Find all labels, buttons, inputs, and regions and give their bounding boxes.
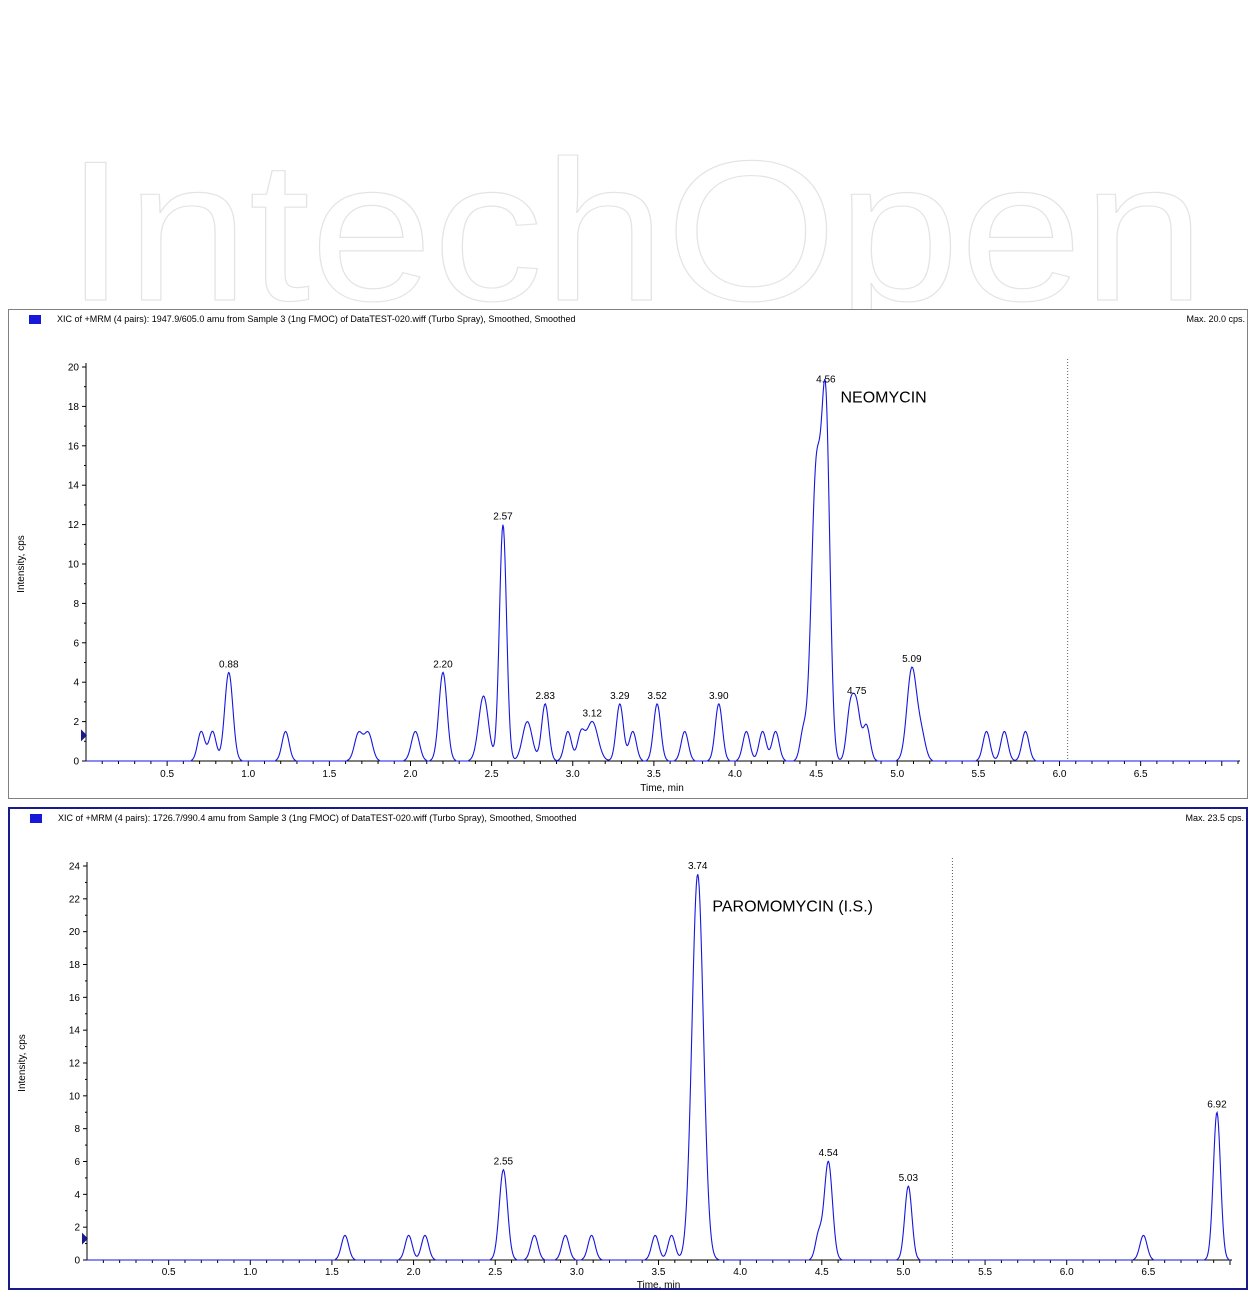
peak-label: 3.90 xyxy=(709,691,729,702)
peak-label: 0.88 xyxy=(219,659,239,670)
x-tick-label: 0.5 xyxy=(162,1267,176,1278)
compound-label: PAROMOMYCIN (I.S.) xyxy=(712,898,873,915)
x-tick-label: 5.5 xyxy=(978,1267,992,1278)
x-tick-label: 4.0 xyxy=(733,1267,747,1278)
panel-header: XIC of +MRM (4 pairs): 1726.7/990.4 amu … xyxy=(10,809,1246,827)
watermark-text: IntechOpen xyxy=(65,150,1205,320)
y-tick-label: 20 xyxy=(69,927,81,938)
x-tick-label: 1.5 xyxy=(325,1267,339,1278)
x-tick-label: 5.0 xyxy=(890,769,904,780)
peak-label: 4.75 xyxy=(847,686,867,697)
peak-label: 3.52 xyxy=(647,691,667,702)
x-tick-label: 0.5 xyxy=(160,769,174,780)
peak-label: 6.92 xyxy=(1207,1099,1227,1110)
chromatogram-trace xyxy=(87,874,1230,1261)
peak-label: 2.55 xyxy=(494,1157,514,1168)
y-tick-label: 22 xyxy=(69,894,81,905)
panel-title: XIC of +MRM (4 pairs): 1947.9/605.0 amu … xyxy=(57,314,576,324)
x-tick-label: 3.0 xyxy=(566,769,580,780)
peak-label: 2.83 xyxy=(535,691,555,702)
peak-label: 3.29 xyxy=(610,691,630,702)
x-tick-label: 4.0 xyxy=(728,769,742,780)
trace-legend-swatch xyxy=(29,315,41,324)
x-tick-label: 5.5 xyxy=(971,769,985,780)
peak-label: 4.54 xyxy=(819,1148,839,1159)
y-axis-title: Intensity, cps xyxy=(16,535,27,593)
y-tick-label: 20 xyxy=(68,363,80,374)
baseline-marker xyxy=(81,729,87,742)
x-tick-label: 6.5 xyxy=(1141,1267,1155,1278)
y-tick-label: 10 xyxy=(68,560,80,571)
y-tick-label: 6 xyxy=(73,638,79,649)
intechopen-watermark: IntechOpen xyxy=(64,150,1205,320)
y-tick-label: 8 xyxy=(73,599,79,610)
chromatogram-panel-neomycin[interactable]: XIC of +MRM (4 pairs): 1947.9/605.0 amu … xyxy=(8,309,1248,799)
max-intensity-label: Max. 20.0 cps. xyxy=(1186,314,1245,324)
x-tick-label: 1.0 xyxy=(243,1267,257,1278)
x-tick-label: 2.5 xyxy=(488,1267,502,1278)
peak-label: 4.56 xyxy=(816,374,836,385)
y-tick-label: 12 xyxy=(68,520,80,531)
x-tick-label: 3.5 xyxy=(652,1267,666,1278)
x-tick-label: 1.0 xyxy=(241,769,255,780)
x-tick-label: 2.0 xyxy=(407,1267,421,1278)
y-tick-label: 18 xyxy=(69,960,81,971)
peak-label: 5.09 xyxy=(902,654,922,665)
peak-label: 3.74 xyxy=(688,861,708,872)
y-tick-label: 2 xyxy=(73,717,79,728)
chromatogram-plot-neomycin[interactable]: 0 2 4 6 8 10 12 14 16 18 20 0.5 1.0 1.5 2.0 2.5 3.0 3.5 4.… xyxy=(9,310,1247,798)
x-axis-title: Time, min xyxy=(637,1280,681,1290)
y-tick-label: 10 xyxy=(69,1091,81,1102)
x-tick-label: 6.0 xyxy=(1060,1267,1074,1278)
peak-label: 2.57 xyxy=(493,512,513,523)
y-tick-label: 8 xyxy=(74,1124,80,1135)
y-tick-label: 12 xyxy=(69,1059,81,1070)
y-tick-label: 16 xyxy=(68,441,80,452)
y-tick-label: 4 xyxy=(74,1190,80,1201)
x-tick-label: 2.0 xyxy=(404,769,418,780)
y-tick-label: 14 xyxy=(69,1026,81,1037)
y-tick-label: 18 xyxy=(68,402,80,413)
y-tick-label: 0 xyxy=(74,1256,80,1267)
y-tick-label: 16 xyxy=(69,993,81,1004)
peak-label: 3.12 xyxy=(582,708,602,719)
chromatogram-trace xyxy=(86,378,1238,762)
x-tick-label: 3.0 xyxy=(570,1267,584,1278)
y-tick-label: 6 xyxy=(74,1157,80,1168)
y-tick-label: 24 xyxy=(69,862,81,873)
x-tick-label: 4.5 xyxy=(815,1267,829,1278)
trace-legend-swatch xyxy=(30,814,42,823)
y-tick-label: 14 xyxy=(68,481,80,492)
x-axis-title: Time, min xyxy=(640,783,684,794)
panel-title: XIC of +MRM (4 pairs): 1726.7/990.4 amu … xyxy=(58,813,577,823)
peak-label: 2.20 xyxy=(433,659,453,670)
compound-label: NEOMYCIN xyxy=(840,390,926,407)
max-intensity-label: Max. 23.5 cps. xyxy=(1185,813,1244,823)
x-tick-label: 5.0 xyxy=(896,1267,910,1278)
peak-label: 5.03 xyxy=(899,1173,919,1184)
y-tick-label: 4 xyxy=(73,678,79,689)
x-tick-label: 6.0 xyxy=(1053,769,1067,780)
x-tick-label: 2.5 xyxy=(485,769,499,780)
panel-header: XIC of +MRM (4 pairs): 1947.9/605.0 amu … xyxy=(9,310,1247,328)
y-axis-title: Intensity, cps xyxy=(17,1034,28,1092)
baseline-marker xyxy=(82,1232,88,1245)
y-tick-label: 0 xyxy=(73,757,79,768)
y-tick-label: 2 xyxy=(74,1223,80,1234)
x-tick-label: 1.5 xyxy=(322,769,336,780)
chromatogram-panel-paromomycin[interactable]: XIC of +MRM (4 pairs): 1726.7/990.4 amu … xyxy=(8,807,1248,1290)
x-tick-label: 6.5 xyxy=(1134,769,1148,780)
x-tick-label: 3.5 xyxy=(647,769,661,780)
x-tick-label: 4.5 xyxy=(809,769,823,780)
